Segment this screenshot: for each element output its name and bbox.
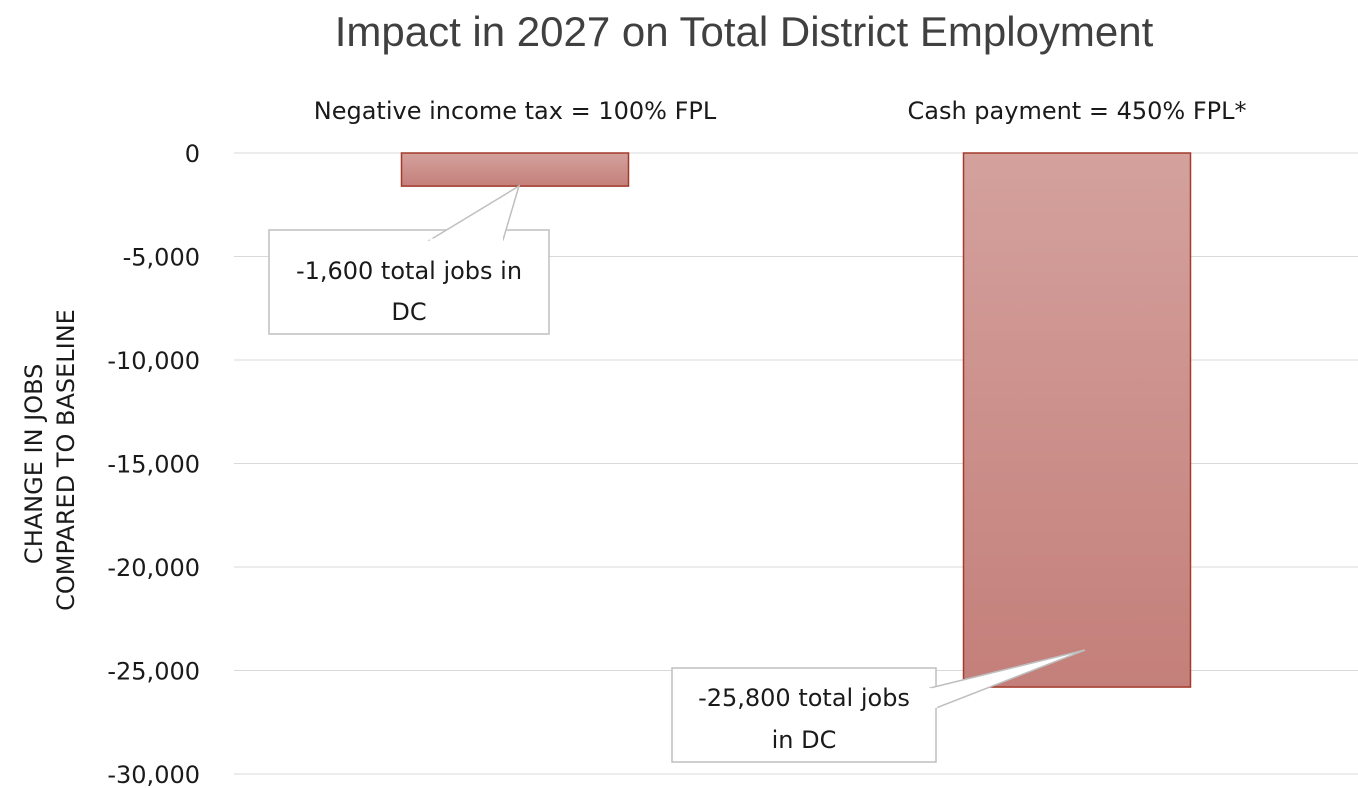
y-tick-label: -5,000 [123,244,200,272]
y-tick-label: -30,000 [107,761,200,788]
y-tick-label: 0 [185,140,200,168]
y-axis-label-line-2: COMPARED TO BASELINE [52,309,80,611]
data-callout: -1,600 total jobs in DC [268,184,550,335]
callout-text-line: -1,600 total jobs in [296,257,522,285]
bar [400,152,630,187]
y-tick-label: -20,000 [107,554,200,582]
bars [400,152,1192,688]
data-callout: -25,800 total jobs in DC [671,649,1086,763]
y-axis-ticks: 0 -5,000 -10,000 -15,000 -20,000 -25,000 -30,0… [107,140,200,788]
category-label: Cash payment = 450% FPL* [908,97,1247,125]
callouts: -1,600 total jobs in DC -25,800 total jobs… [268,184,1086,763]
callout-box [268,229,550,335]
callout-pointer [427,184,521,241]
category-labels: Negative income tax = 100% FPL Cash payme… [314,97,1247,125]
y-tick-label: -25,000 [107,658,200,686]
y-axis-label: CHANGE IN JOBS COMPARED TO BASELINE [20,309,80,611]
y-tick-label: -10,000 [107,347,200,375]
chart-title: Impact in 2027 on Total District Employm… [335,8,1154,55]
bar [962,152,1192,688]
y-axis-label-line-1: CHANGE IN JOBS [20,364,48,564]
callout-box [671,667,937,763]
category-label: Negative income tax = 100% FPL [314,97,717,125]
callout-text-line: -25,800 total jobs [698,684,910,712]
callout-seam [928,687,938,709]
callout-text-line: in DC [772,726,837,754]
callout-text-line: DC [391,298,426,326]
y-tick-label: -15,000 [107,451,200,479]
